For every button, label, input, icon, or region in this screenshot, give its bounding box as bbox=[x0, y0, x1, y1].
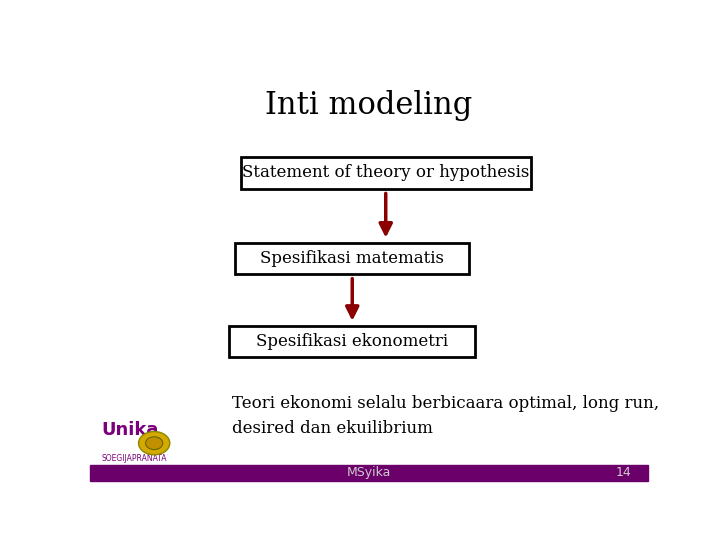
Text: 14: 14 bbox=[616, 466, 631, 479]
Text: Teori ekonomi selalu berbicaara optimal, long run,
desired dan ekuilibrium: Teori ekonomi selalu berbicaara optimal,… bbox=[233, 395, 660, 437]
Text: Unika: Unika bbox=[101, 421, 158, 439]
FancyBboxPatch shape bbox=[230, 326, 475, 357]
Text: Inti modeling: Inti modeling bbox=[266, 90, 472, 121]
Text: Statement of theory or hypothesis: Statement of theory or hypothesis bbox=[242, 164, 529, 181]
Circle shape bbox=[138, 431, 170, 455]
Text: Spesifikasi matematis: Spesifikasi matematis bbox=[260, 249, 444, 267]
Text: MSyika: MSyika bbox=[347, 466, 391, 479]
Bar bbox=[90, 465, 648, 481]
FancyBboxPatch shape bbox=[235, 242, 469, 274]
Text: SOEGIJAPRANATA: SOEGIJAPRANATA bbox=[101, 454, 166, 463]
Text: Spesifikasi ekonometri: Spesifikasi ekonometri bbox=[256, 333, 449, 350]
FancyBboxPatch shape bbox=[240, 157, 531, 188]
Circle shape bbox=[145, 437, 163, 450]
